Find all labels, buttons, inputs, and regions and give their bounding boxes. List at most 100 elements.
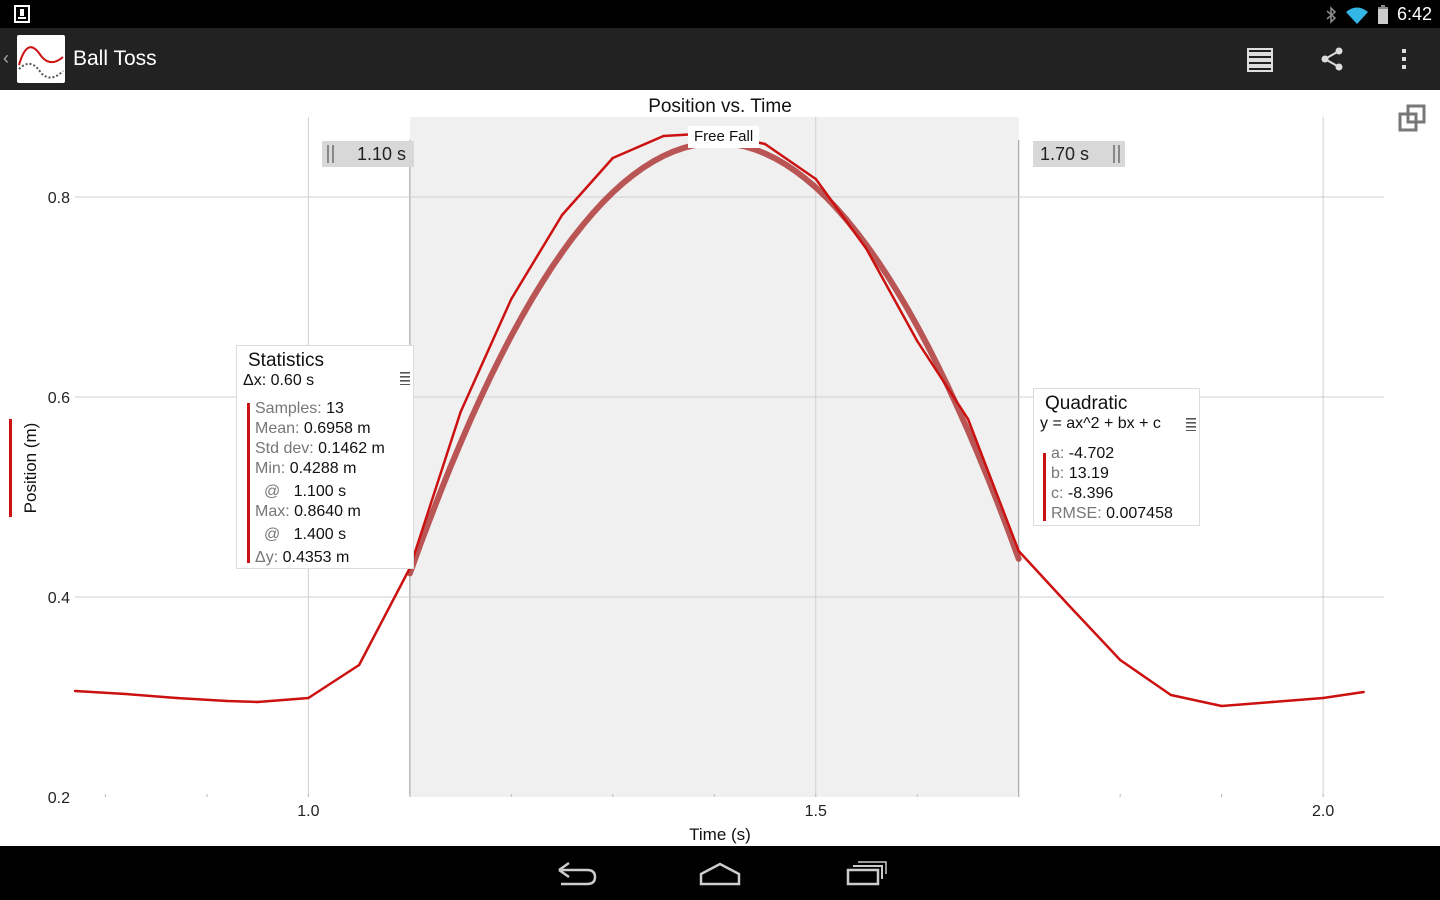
statistics-panel[interactable]: Statistics Δx: 0.60 s Samples: 13 Mean: 0…: [236, 345, 414, 569]
data-point: [662, 134, 665, 138]
panel-row-label: @: [264, 483, 281, 500]
panel-menu-icon[interactable]: [1186, 417, 1196, 431]
data-point: [307, 696, 310, 700]
data-point: [256, 700, 259, 704]
chart-title: Position vs. Time: [648, 96, 792, 117]
panel-row-label: Mean:: [255, 420, 300, 437]
data-point: [1271, 700, 1274, 704]
panel-row-value: 0.4288 m: [289, 460, 357, 477]
data-point: [865, 247, 868, 251]
panel-row-value: 0.4353 m: [282, 549, 350, 566]
data-point: [357, 663, 361, 667]
recent-apps-icon[interactable]: [840, 856, 890, 890]
data-point: [1321, 696, 1325, 700]
panel-row-value: 0.6958 m: [303, 420, 371, 437]
panel-row-value: 1.100 s: [293, 483, 347, 500]
selection-region[interactable]: [409, 117, 1020, 797]
statistics-series-bar: [247, 403, 250, 563]
data-point: [1068, 604, 1071, 608]
statistics-delta-x: Δx: 0.60 s: [243, 372, 315, 389]
left-selection-handle[interactable]: 1.10 s: [322, 141, 414, 167]
right-selection-handle[interactable]: 1.70 s: [1033, 141, 1125, 167]
status-time: 6:42: [1396, 4, 1432, 24]
panel-row-label: a:: [1051, 445, 1065, 462]
home-icon[interactable]: [695, 856, 745, 890]
data-point: [1362, 690, 1365, 694]
data-point: [763, 142, 767, 146]
data-point: [510, 297, 513, 301]
action-bar: ‹ Ball Toss: [0, 28, 1440, 90]
back-caret-icon[interactable]: ‹: [3, 48, 9, 68]
data-point: [916, 339, 919, 343]
panel-row: @ 1.100 s: [264, 483, 346, 501]
left-handle-label: 1.10 s: [357, 144, 407, 164]
panel-row: Samples: 13: [255, 400, 344, 418]
data-point: [1220, 704, 1223, 708]
panel-row-label: Δy:: [255, 549, 279, 566]
chart-axes: 0.2 0.4 0.6 0.8 1.0 1.5 2.0: [48, 190, 1335, 820]
x-tick-label: 1.5: [805, 803, 827, 820]
curve-fit-title: Quadratic: [1045, 393, 1128, 414]
curve-fit-series-bar: [1043, 453, 1046, 521]
data-point: [73, 689, 77, 693]
panel-row-value: 13.19: [1068, 465, 1109, 482]
data-point: [1017, 549, 1020, 553]
data-point: [175, 696, 178, 700]
panel-row-label: Samples:: [255, 400, 322, 417]
y-tick-label: 0.2: [48, 790, 70, 807]
panel-row-value: 0.007458: [1106, 505, 1173, 522]
panel-row-label: Max:: [255, 503, 290, 520]
y-tick-label: 0.4: [48, 590, 70, 607]
curve-fit-panel[interactable]: Quadratic y = ax^2 + bx + c a: -4.702 b: …: [1033, 388, 1200, 526]
app-logo-icon: [18, 46, 64, 79]
panel-row-label: Min:: [255, 460, 286, 477]
x-tick-label: 2.0: [1312, 803, 1334, 820]
panel-row-value: 13: [326, 400, 344, 417]
data-point: [226, 699, 229, 703]
y-axis-legend-swatch: [9, 419, 12, 517]
popout-graph-icon[interactable]: [1398, 104, 1428, 134]
curve-fit-equation: y = ax^2 + bx + c: [1040, 415, 1161, 432]
drag-grip-icon: [1113, 145, 1120, 163]
data-table-icon[interactable]: [1242, 41, 1278, 77]
panel-row-label: @: [264, 526, 281, 543]
app-icon[interactable]: [17, 35, 65, 83]
panel-row: Mean: 0.6958 m: [255, 420, 371, 438]
region-label[interactable]: Free Fall: [688, 126, 760, 148]
x-axis-label: Time (s): [689, 825, 751, 844]
panel-row-value: 1.400 s: [293, 526, 347, 543]
panel-row: Max: 0.8640 m: [255, 503, 361, 521]
panel-row-value: -8.396: [1067, 485, 1114, 502]
right-handle-label: 1.70 s: [1040, 144, 1090, 164]
panel-row-label: Std dev:: [255, 440, 314, 457]
data-point: [966, 417, 970, 421]
app-title: Ball Toss: [73, 47, 157, 70]
panel-row-label: b:: [1051, 465, 1065, 482]
data-point: [124, 692, 127, 696]
navigation-bar: [0, 846, 1440, 900]
panel-row: @ 1.400 s: [264, 526, 346, 544]
wifi-icon: [1345, 7, 1368, 24]
overflow-menu-icon[interactable]: [1386, 41, 1422, 77]
data-point: [1169, 693, 1173, 697]
download-notification-icon: [14, 5, 30, 23]
panel-row-label: RMSE:: [1051, 505, 1102, 522]
panel-row-label: c:: [1051, 485, 1064, 502]
data-point: [611, 156, 614, 160]
panel-row-value: 0.1462 m: [318, 440, 385, 457]
panel-menu-icon[interactable]: [400, 371, 410, 385]
share-icon[interactable]: [1314, 41, 1350, 77]
position-time-chart[interactable]: 0.20.40.60.81.0 1.5 2.0 Position vs. Time …: [0, 90, 1440, 846]
back-icon[interactable]: [551, 856, 601, 890]
y-tick-label: 0.6: [48, 390, 70, 407]
panel-row: Δy: 0.4353 m: [255, 549, 349, 567]
panel-row: c: -8.396: [1051, 485, 1113, 503]
data-point: [459, 410, 462, 414]
y-tick-label: 0.8: [48, 190, 70, 207]
panel-row-value: 0.8640 m: [294, 503, 361, 520]
statistics-title: Statistics: [248, 350, 325, 371]
selection-shade[interactable]: [409, 117, 1019, 797]
drag-grip-icon: [327, 145, 334, 163]
x-tick-label: 1.0: [297, 803, 319, 820]
panel-row: RMSE: 0.007458: [1051, 505, 1173, 523]
